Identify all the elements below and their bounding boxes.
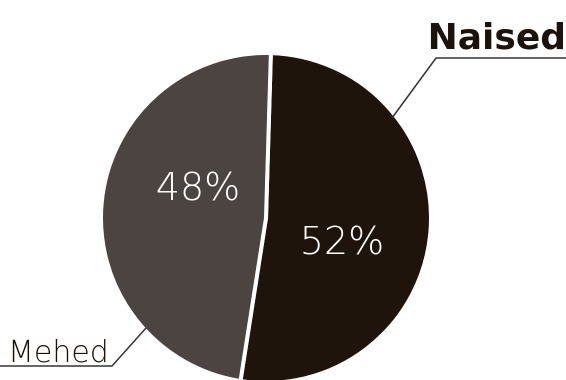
slice-value-label-mehed: 48% bbox=[156, 165, 240, 209]
pie-slice-mehed bbox=[99, 51, 273, 380]
leader-line-mehed bbox=[0, 327, 147, 367]
legend-label-naised: Naised bbox=[428, 17, 566, 58]
pie-slice-naised bbox=[238, 51, 434, 380]
leader-line-naised bbox=[391, 57, 566, 119]
pie-slices bbox=[99, 51, 434, 380]
slice-value-label-naised: 52% bbox=[300, 219, 384, 263]
legend-label-mehed: Mehed bbox=[8, 335, 109, 370]
